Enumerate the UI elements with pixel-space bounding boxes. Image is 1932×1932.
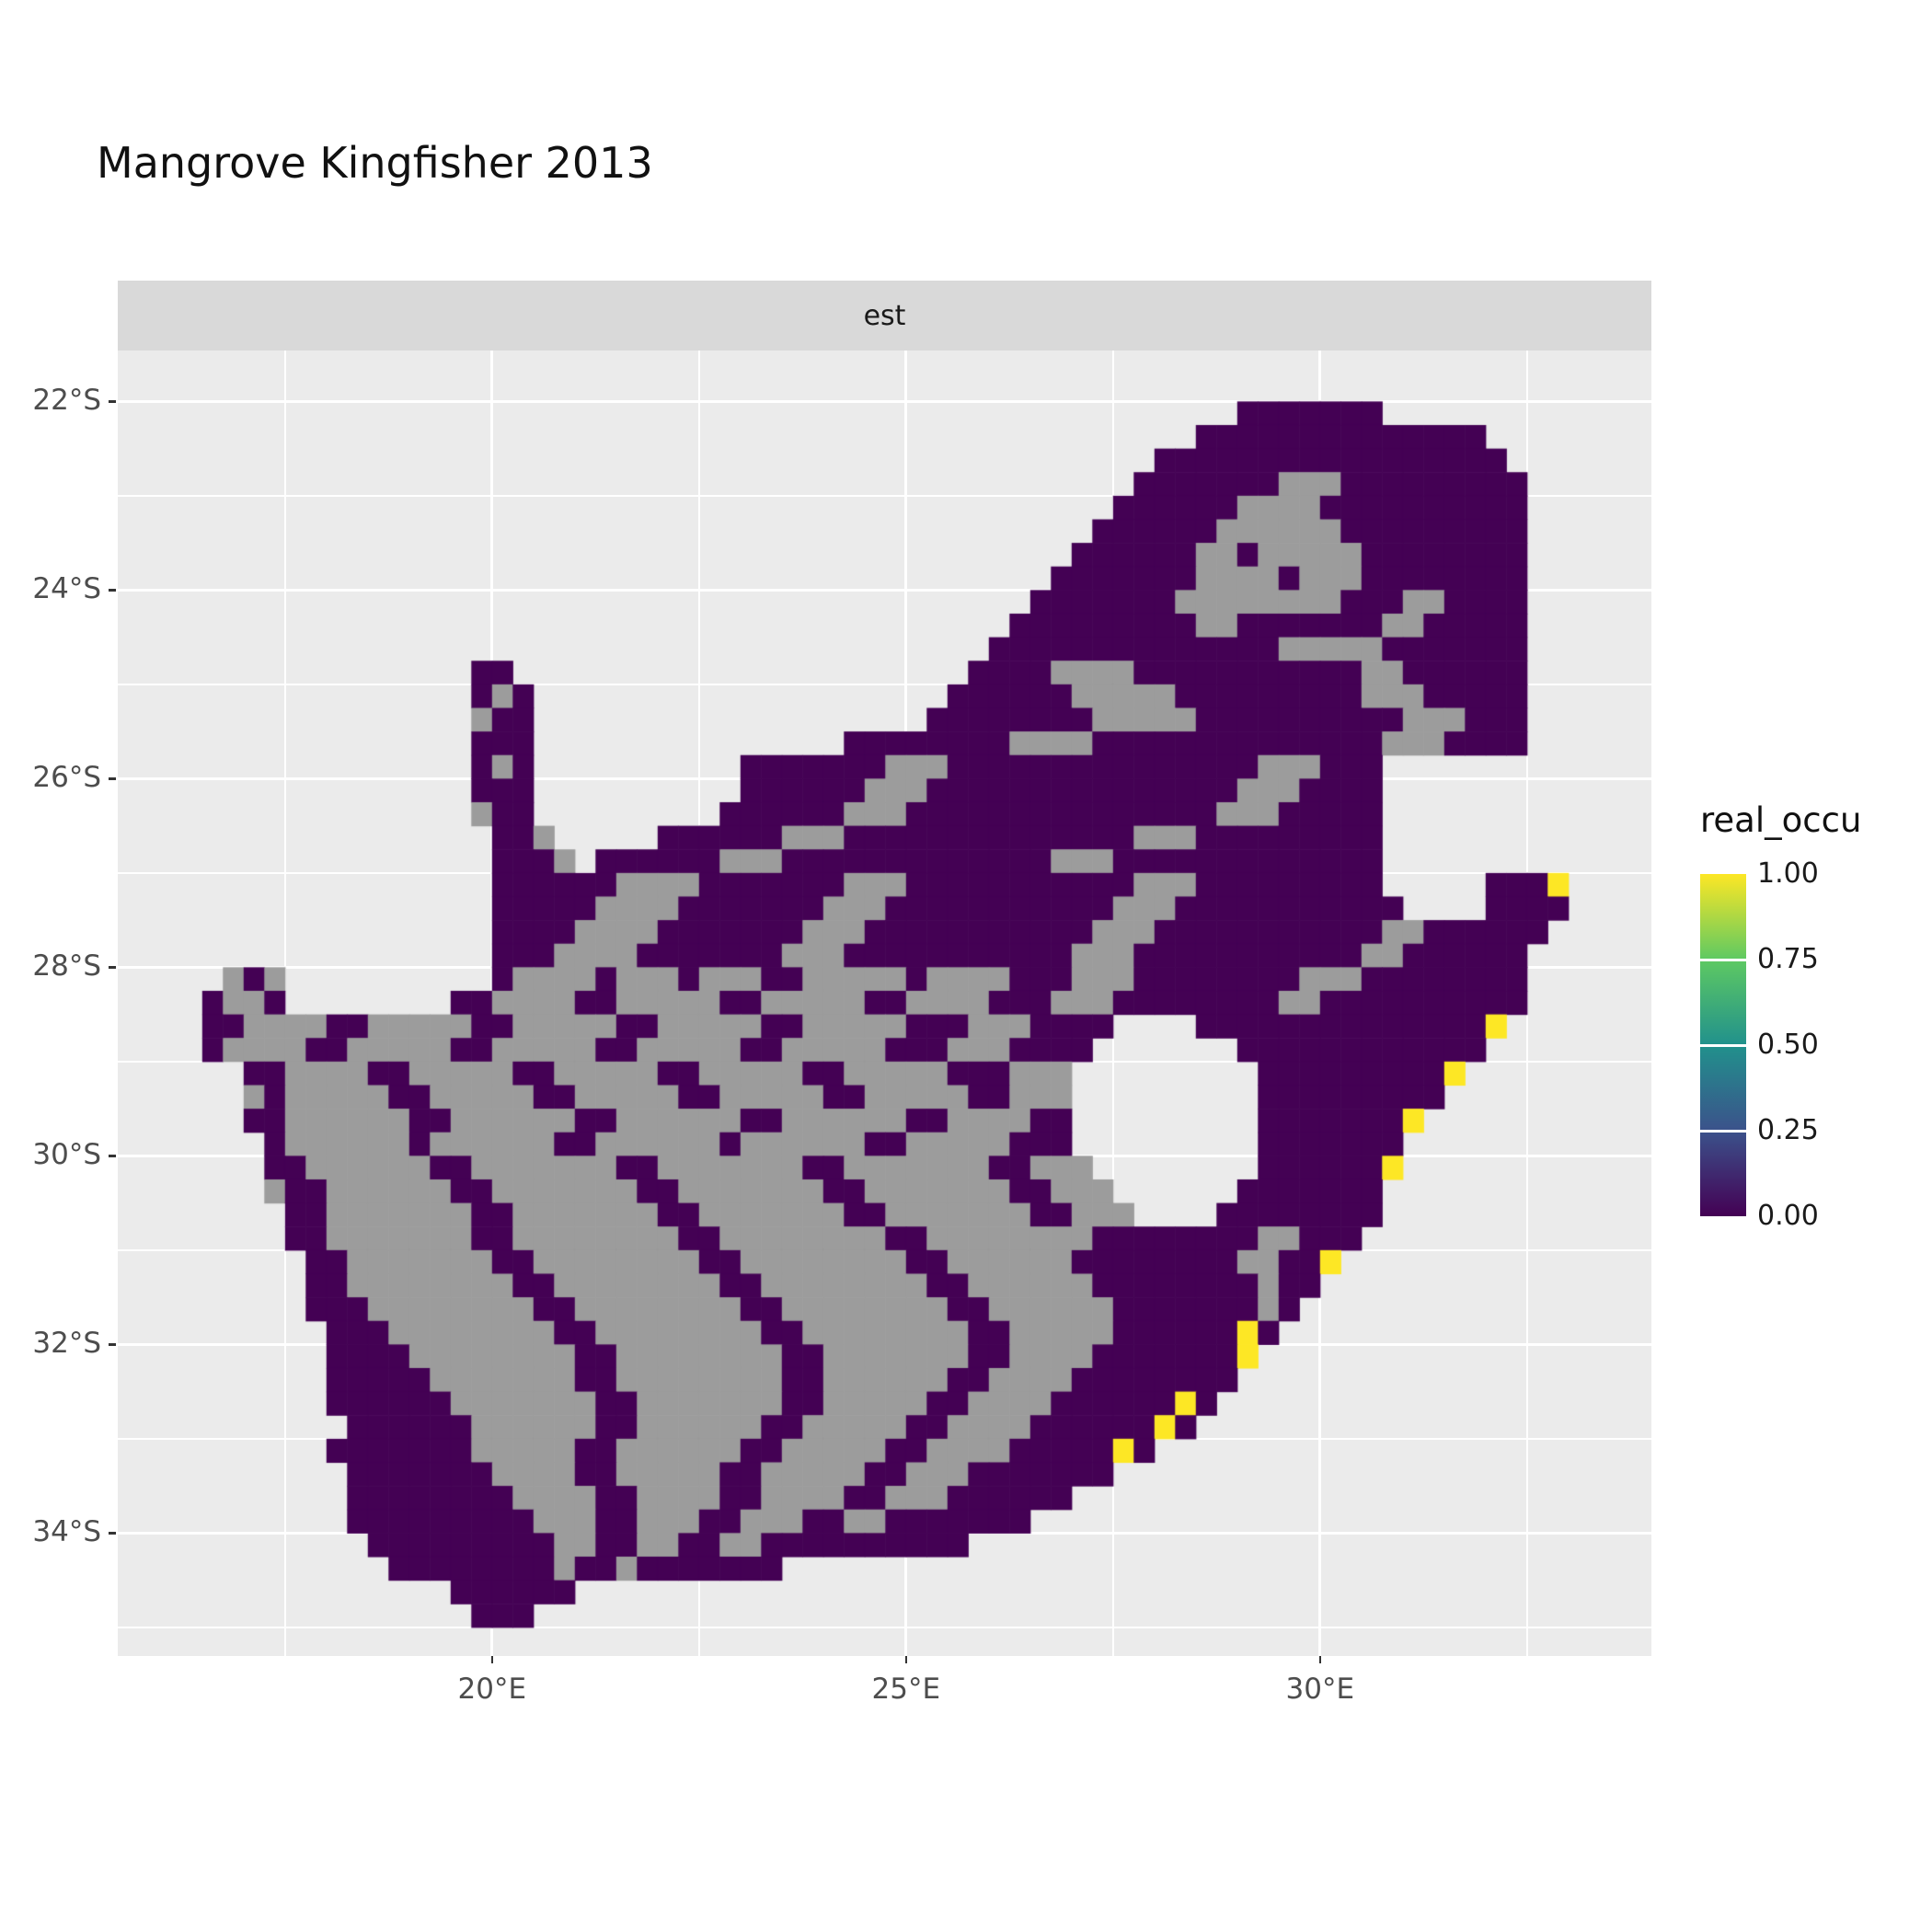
legend-tick-label: 1.00 bbox=[1757, 857, 1819, 890]
x-tick-mark bbox=[904, 1656, 908, 1663]
x-tick-label: 25°E bbox=[871, 1673, 941, 1706]
legend: real_occu 1.00 0.75 0.50 0.25 0.00 bbox=[1693, 800, 1923, 1232]
y-tick-mark bbox=[109, 1155, 116, 1157]
y-tick-label: 30°S bbox=[32, 1138, 101, 1172]
legend-title: real_occu bbox=[1700, 800, 1862, 840]
y-tick-label: 22°S bbox=[32, 384, 101, 418]
facet-label: est bbox=[863, 299, 906, 332]
x-tick-mark bbox=[490, 1656, 494, 1663]
y-tick-label: 32°S bbox=[32, 1327, 101, 1361]
occupancy-raster-map bbox=[118, 351, 1651, 1656]
y-tick-mark bbox=[109, 1343, 116, 1346]
legend-bar-tick bbox=[1700, 958, 1746, 961]
y-tick-label: 28°S bbox=[32, 949, 101, 983]
plot-panel bbox=[118, 351, 1651, 1656]
y-tick-label: 24°S bbox=[32, 572, 101, 606]
legend-bar-tick bbox=[1700, 1043, 1746, 1047]
y-tick-label: 26°S bbox=[32, 761, 101, 795]
y-tick-mark bbox=[109, 1532, 116, 1535]
y-tick-label: 34°S bbox=[32, 1515, 101, 1549]
x-tick-label: 30°E bbox=[1285, 1673, 1355, 1706]
x-tick-mark bbox=[1318, 1656, 1322, 1663]
legend-colorbar bbox=[1700, 874, 1746, 1216]
legend-tick-label: 0.75 bbox=[1757, 943, 1819, 975]
y-tick-mark bbox=[109, 589, 116, 592]
y-tick-mark bbox=[109, 777, 116, 780]
y-tick-mark bbox=[109, 400, 116, 403]
legend-tick-label: 0.00 bbox=[1757, 1200, 1819, 1232]
page-title: Mangrove Kingfisher 2013 bbox=[97, 138, 653, 188]
y-tick-mark bbox=[109, 966, 116, 969]
legend-bar-tick bbox=[1700, 1129, 1746, 1133]
x-tick-label: 20°E bbox=[457, 1673, 527, 1706]
legend-tick-label: 0.50 bbox=[1757, 1029, 1819, 1061]
legend-tick-label: 0.25 bbox=[1757, 1114, 1819, 1146]
facet-strip: est bbox=[118, 281, 1651, 351]
